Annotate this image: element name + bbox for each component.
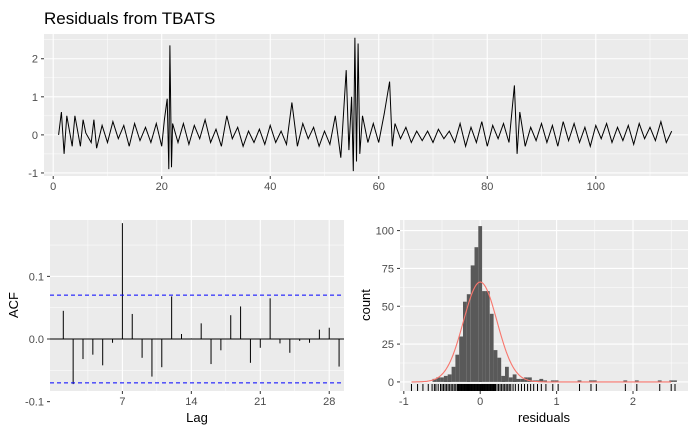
histogram-bar: [634, 380, 639, 382]
histogram-bar: [432, 378, 437, 382]
acf-grid: [50, 220, 344, 403]
y-tick-label: -0.1: [25, 397, 44, 409]
histogram-bar: [489, 313, 494, 382]
acf-panel: -0.1 0.0 0.1 7 14 21 28 Lag ACF: [6, 220, 344, 425]
x-tick-label: -1: [399, 396, 409, 408]
x-tick-label: 40: [264, 181, 276, 193]
histogram-bar: [470, 265, 475, 382]
histogram-panel-background: [400, 220, 688, 391]
x-tick-label: 28: [323, 396, 335, 408]
y-tick-label: 75: [382, 263, 394, 275]
y-tick-label: -1: [28, 168, 38, 180]
y-tick-label: 25: [382, 339, 394, 351]
histogram-rug: [410, 384, 676, 391]
x-tick-label: 21: [254, 396, 266, 408]
histogram-bar: [577, 380, 582, 382]
acf-x-axis-label: Lag: [186, 410, 208, 425]
histogram-panel: 0 25 50 75 100 -1 0 1 2 residuals count: [358, 220, 688, 425]
x-tick-label: 60: [373, 181, 385, 193]
histogram-bar: [459, 336, 463, 382]
histogram-bar: [474, 247, 479, 382]
histogram-bar: [657, 380, 662, 382]
histogram-bar: [512, 374, 517, 382]
y-tick-label: 0.1: [29, 271, 44, 283]
acf-y-axis: -0.1 0.0 0.1: [25, 271, 50, 409]
histogram-y-axis-label: count: [358, 289, 373, 321]
histogram-bars: [432, 226, 677, 383]
acf-panel-background: [50, 220, 344, 391]
histogram-bar: [497, 357, 502, 382]
histogram-bar: [443, 375, 448, 382]
histogram-bar: [478, 226, 483, 382]
acf-y-axis-label: ACF: [6, 292, 21, 318]
residuals-panel-background: [44, 34, 688, 176]
histogram-bar: [520, 378, 525, 382]
histogram-bar: [508, 377, 513, 382]
x-tick-label: 0: [50, 181, 56, 193]
residuals-panel: -1 0 1 2 0 20 40 60 80 100: [28, 34, 688, 193]
density-curve: [411, 281, 672, 383]
x-tick-label: 14: [185, 396, 197, 408]
histogram-bar: [451, 366, 456, 382]
residuals-y-axis: -1 0 1 2: [28, 54, 44, 180]
histogram-bar: [669, 380, 674, 382]
histogram-bar: [543, 380, 547, 382]
histogram-y-axis: 0 25 50 75 100: [376, 226, 400, 389]
acf-confidence-bounds: [50, 294, 344, 384]
histogram-bar: [554, 380, 559, 382]
y-tick-label: 1: [32, 92, 38, 104]
histogram-bar: [485, 291, 490, 382]
y-tick-label: 0: [32, 130, 38, 142]
histogram-bar: [436, 377, 441, 382]
histogram-bar: [550, 380, 555, 382]
histogram-bar: [501, 375, 505, 382]
histogram-bar: [463, 301, 467, 382]
histogram-bar: [440, 377, 444, 382]
residuals-series: [58, 37, 673, 172]
histogram-bar: [673, 380, 677, 382]
x-tick-label: 7: [119, 396, 125, 408]
y-tick-label: 2: [32, 54, 38, 66]
histogram-bar: [447, 374, 452, 382]
histogram-bar: [455, 354, 460, 382]
y-tick-label: 0.0: [29, 334, 44, 346]
y-tick-label: 0: [388, 377, 394, 389]
histogram-bar: [589, 380, 593, 382]
histogram-bar: [466, 294, 471, 382]
x-tick-label: 100: [587, 181, 605, 193]
x-tick-label: 1: [554, 396, 560, 408]
histogram-bar: [516, 378, 521, 382]
histogram-bar: [528, 377, 532, 382]
histogram-bar: [592, 380, 597, 382]
histogram-density-curve: [411, 281, 672, 383]
histogram-bar: [493, 350, 498, 382]
x-tick-label: 0: [477, 396, 483, 408]
x-tick-label: 20: [156, 181, 168, 193]
histogram-bar: [482, 291, 486, 382]
y-tick-label: 50: [382, 301, 394, 313]
figure-title: Residuals from TBATS: [44, 9, 215, 28]
residual-line: [58, 37, 673, 172]
histogram-x-axis-label: residuals: [518, 410, 571, 425]
histogram-bar: [623, 380, 628, 382]
acf-spikes: [50, 223, 344, 385]
x-tick-label: 80: [481, 181, 493, 193]
acf-x-axis: 7 14 21 28: [119, 391, 335, 408]
histogram-bar: [505, 366, 509, 382]
x-tick-label: 2: [630, 396, 636, 408]
histogram-bar: [539, 378, 544, 382]
y-tick-label: 100: [376, 226, 394, 238]
residuals-x-axis: 0 20 40 60 80 100: [50, 176, 605, 193]
histogram-x-axis: -1 0 1 2: [399, 391, 636, 408]
